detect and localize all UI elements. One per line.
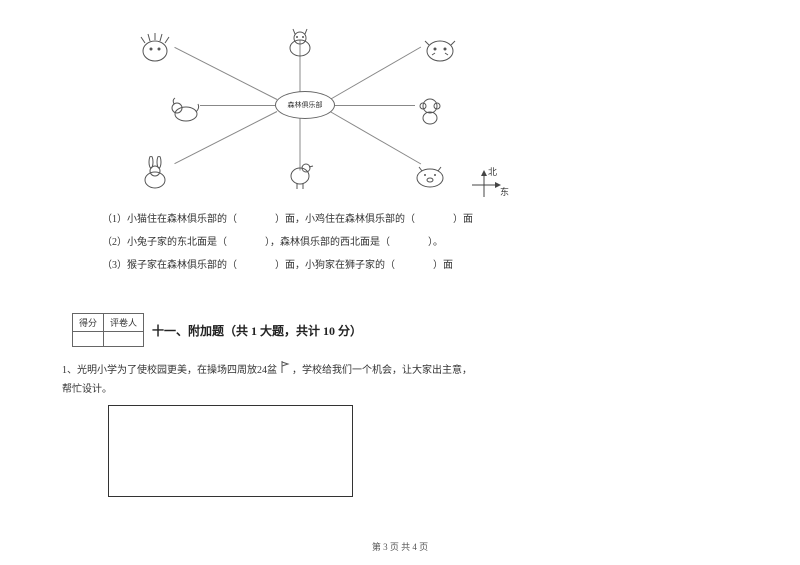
q2-text-c: ）。	[428, 237, 443, 248]
animal-chicken	[280, 155, 320, 193]
page-footer: 第 3 页 共 4 页	[0, 540, 800, 553]
score-cell	[73, 332, 104, 347]
connector-line	[330, 47, 421, 100]
animal-lion	[135, 30, 175, 68]
grader-cell	[104, 332, 144, 347]
animal-pig	[410, 155, 450, 193]
section-header: 得分 评卷人 十一、附加题（共 1 大题，共计 10 分）	[72, 313, 362, 347]
q2-text-b: ），森林俱乐部的西北面是（	[265, 237, 390, 248]
bonus-text-a: 1、光明小学为了使校园更美，在操场四周放24盆	[62, 365, 277, 376]
questions-block: （1）小猫住在森林俱乐部的（ ）面，小鸡住在森林俱乐部的（ ）面 （2）小兔子家的东…	[102, 210, 622, 279]
compass-icon: 北 东	[470, 165, 510, 205]
animal-dog	[165, 91, 205, 129]
q3-text-c: ）面	[433, 260, 453, 271]
flag-icon	[280, 360, 290, 381]
q1-text-b: ）面，小鸡住在森林俱乐部的（	[275, 214, 415, 225]
compass-east: 东	[500, 185, 509, 198]
connector-line	[200, 105, 275, 106]
animal-monkey	[410, 91, 450, 129]
connector-line	[335, 105, 415, 106]
score-table: 得分 评卷人	[72, 313, 144, 347]
bonus-text-c: 帮忙设计。	[62, 384, 112, 395]
compass-north: 北	[488, 165, 497, 178]
section-title: 十一、附加题（共 1 大题，共计 10 分）	[152, 322, 362, 339]
question-2: （2）小兔子家的东北面是（ ），森林俱乐部的西北面是（ ）。	[102, 233, 622, 253]
diagram-area: 森林俱乐部 北 东	[130, 15, 480, 195]
score-col: 得分	[73, 314, 104, 332]
center-text: 森林俱乐部	[288, 100, 323, 110]
q1-text-c: ）面	[453, 214, 473, 225]
grader-col: 评卷人	[104, 314, 144, 332]
connector-line	[330, 111, 421, 164]
q1-text-a: （1）小猫住在森林俱乐部的（	[102, 214, 237, 225]
q3-text-a: （3）猴子家在森林俱乐部的（	[102, 260, 237, 271]
center-label: 森林俱乐部	[275, 91, 335, 119]
footer-text: 第 3 页 共 4 页	[372, 542, 428, 552]
question-3: （3）猴子家在森林俱乐部的（ ）面，小狗家在狮子家的（ ）面	[102, 256, 622, 276]
bonus-text-b: ，学校给我们一个机会，让大家出主意，	[292, 365, 472, 376]
animal-rabbit	[135, 155, 175, 193]
question-1: （1）小猫住在森林俱乐部的（ ）面，小鸡住在森林俱乐部的（ ）面	[102, 210, 622, 230]
answer-box	[108, 405, 353, 497]
q2-text-a: （2）小兔子家的东北面是（	[102, 237, 227, 248]
bonus-question: 1、光明小学为了使校园更美，在操场四周放24盆 ，学校给我们一个机会，让大家出主…	[62, 360, 662, 399]
animal-tiger	[420, 30, 460, 68]
q3-text-b: ）面，小狗家在狮子家的（	[275, 260, 395, 271]
animal-cat	[280, 25, 320, 63]
